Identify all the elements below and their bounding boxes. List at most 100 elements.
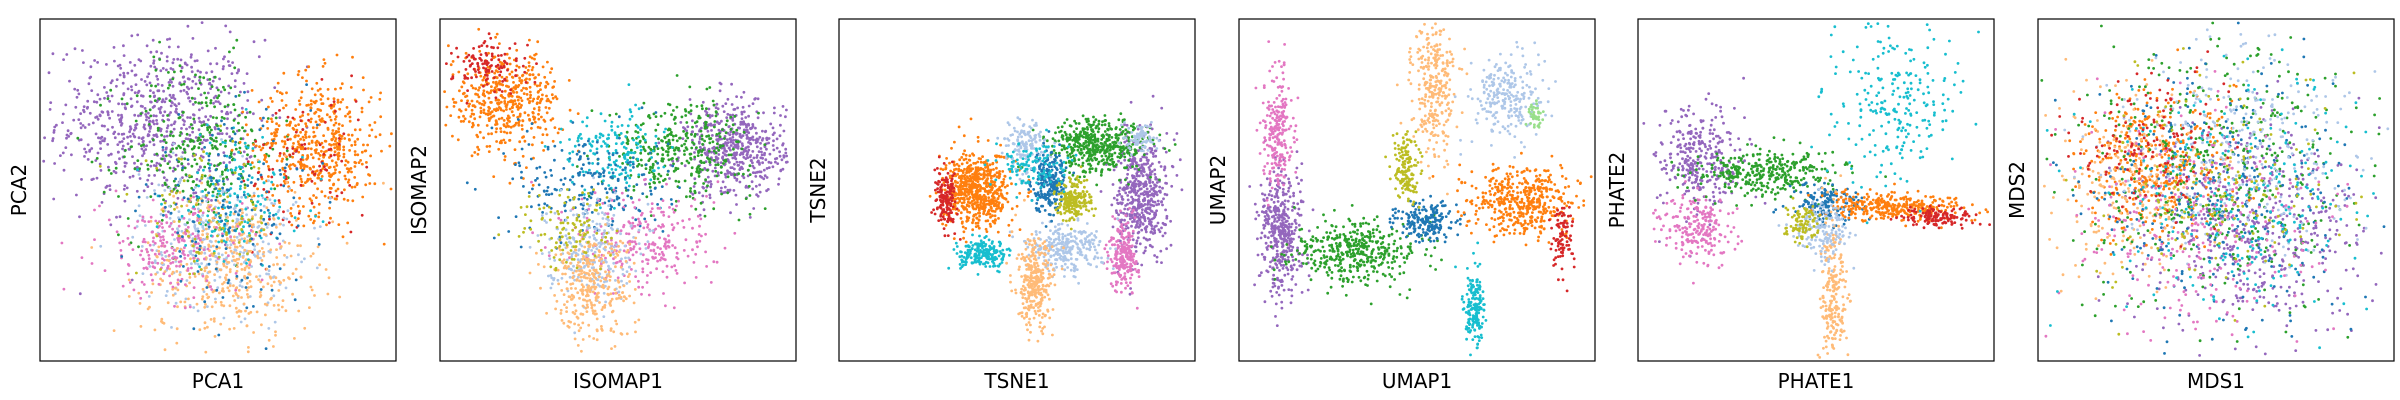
data-point <box>304 181 307 185</box>
data-point <box>752 138 755 142</box>
data-point <box>229 235 233 239</box>
data-point <box>321 167 325 171</box>
data-point <box>214 136 218 140</box>
data-point <box>306 147 310 150</box>
data-point <box>611 153 615 157</box>
data-point <box>151 120 155 124</box>
data-point <box>221 186 225 190</box>
data-point <box>465 55 469 59</box>
data-point <box>199 70 202 74</box>
data-point <box>708 163 712 167</box>
data-point <box>511 103 515 107</box>
data-point <box>640 292 643 296</box>
data-point <box>634 218 638 222</box>
data-point <box>515 105 519 109</box>
data-point <box>239 310 243 313</box>
data-point <box>246 295 250 299</box>
data-point <box>254 140 258 143</box>
data-point <box>462 114 465 118</box>
data-point <box>748 173 752 177</box>
data-point <box>99 244 103 248</box>
data-point <box>188 174 191 178</box>
data-point <box>583 196 586 200</box>
data-point <box>256 187 259 191</box>
data-point <box>667 158 671 162</box>
data-point <box>174 153 178 157</box>
data-point <box>490 52 494 56</box>
data-point <box>161 148 165 152</box>
data-point <box>701 185 705 189</box>
data-point <box>546 145 550 149</box>
data-point <box>147 257 151 261</box>
data-point <box>762 111 765 115</box>
data-point <box>174 191 178 195</box>
data-point <box>477 148 481 152</box>
data-point <box>239 184 242 188</box>
data-point <box>670 202 674 206</box>
data-point <box>282 106 285 110</box>
data-point <box>192 256 196 260</box>
data-point <box>301 158 305 162</box>
data-point <box>297 142 301 146</box>
data-point <box>738 132 742 136</box>
data-point <box>568 198 572 202</box>
data-point <box>703 151 707 155</box>
data-point <box>201 211 205 215</box>
data-point <box>107 153 111 157</box>
data-point <box>206 305 209 308</box>
data-point <box>259 236 263 240</box>
data-point <box>617 203 621 207</box>
data-point <box>348 184 352 187</box>
data-point <box>204 303 207 306</box>
data-point <box>738 160 742 164</box>
data-point <box>118 157 121 161</box>
data-point <box>712 260 716 264</box>
data-point <box>122 187 126 191</box>
data-point <box>642 147 646 151</box>
data-point <box>499 127 502 130</box>
data-point <box>139 112 143 115</box>
data-point <box>171 101 174 105</box>
data-point <box>96 117 100 121</box>
data-point <box>197 87 200 90</box>
data-point <box>117 102 120 106</box>
data-point <box>281 299 285 302</box>
data-point <box>136 168 140 172</box>
data-point <box>478 49 482 53</box>
data-point <box>508 62 512 66</box>
data-point <box>692 142 696 146</box>
data-point <box>78 292 82 296</box>
data-point <box>60 241 64 245</box>
data-point <box>260 221 264 225</box>
data-point <box>637 175 641 179</box>
data-point <box>636 157 640 161</box>
data-point <box>470 76 473 80</box>
data-point <box>199 203 203 206</box>
data-point <box>340 134 344 138</box>
data-point <box>155 119 159 122</box>
data-point <box>544 175 548 179</box>
data-point <box>535 102 539 105</box>
data-point <box>690 146 694 150</box>
data-point <box>648 151 652 155</box>
data-point <box>640 106 644 110</box>
data-point <box>318 123 321 127</box>
data-point <box>278 232 282 236</box>
data-point <box>505 131 509 135</box>
data-point <box>157 183 161 187</box>
data-point <box>665 275 669 279</box>
data-point <box>165 55 169 59</box>
data-point <box>198 75 202 79</box>
data-point <box>513 42 517 45</box>
data-point <box>177 216 180 220</box>
data-point <box>162 120 166 123</box>
data-point <box>599 206 602 210</box>
data-point <box>193 207 197 211</box>
data-point <box>502 152 505 155</box>
data-point <box>568 108 572 112</box>
data-point <box>609 175 613 179</box>
data-point <box>179 255 183 258</box>
data-point <box>92 100 96 104</box>
data-point <box>714 151 718 155</box>
data-point <box>729 144 733 147</box>
